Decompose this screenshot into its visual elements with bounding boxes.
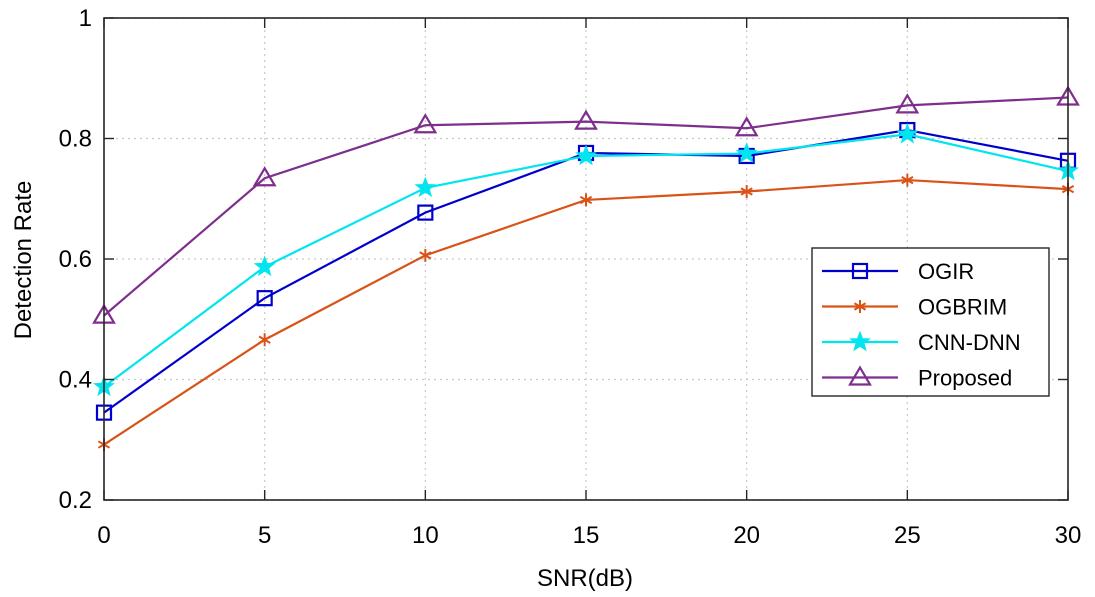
asterisk-stroke <box>419 251 432 260</box>
data-point-proposed <box>734 116 759 137</box>
tick-labels: 0 5 10 15 20 25 30 0.2 0.4 0.6 0.8 1 <box>59 5 1082 549</box>
legend: OGIR OGBRIM CNN-DNN Proposed <box>811 247 1050 397</box>
asterisk-stroke <box>258 335 271 344</box>
y-tick-label: 1 <box>79 5 92 32</box>
data-point-proposed <box>413 113 438 134</box>
series-group <box>92 85 1080 452</box>
asterisk-stroke <box>901 175 914 185</box>
y-tick-label: 0.6 <box>59 246 92 273</box>
data-point-proposed <box>895 93 920 114</box>
legend-entry-ogbrim: OGBRIM <box>822 295 1007 320</box>
x-tick-label: 0 <box>97 522 110 549</box>
x-axis-label: SNR(dB) <box>537 565 633 592</box>
legend-box <box>811 247 1050 397</box>
x-tick-label: 5 <box>258 522 271 549</box>
legend-entry-ogir: OGIR <box>822 259 974 284</box>
data-point-ogir <box>256 290 273 307</box>
y-axis-label: Detection Rate <box>10 181 37 340</box>
data-point-ogbrim <box>419 248 432 262</box>
x-tick-label: 15 <box>573 522 600 549</box>
y-tick-label: 0.8 <box>59 126 92 153</box>
data-point-ogbrim <box>740 185 753 199</box>
legend-label: OGBRIM <box>918 295 1007 320</box>
series-proposed <box>92 85 1080 324</box>
data-point-ogir <box>417 204 434 221</box>
data-point-cnn-dnn <box>896 122 919 144</box>
data-point-cnn-dnn <box>575 144 597 166</box>
asterisk-stroke <box>579 195 593 205</box>
data-point-cnn-dnn <box>253 255 276 277</box>
x-tick-label: 10 <box>412 522 439 549</box>
data-point-cnn-dnn <box>414 176 437 198</box>
legend-entry-proposed: Proposed <box>822 365 1012 391</box>
data-point-ogbrim <box>901 173 914 187</box>
series-line-proposed <box>103 96 1069 317</box>
y-tick-label: 0.4 <box>59 367 92 394</box>
asterisk-stroke <box>740 187 753 196</box>
legend-label: Proposed <box>918 366 1012 391</box>
data-point-proposed <box>574 109 598 130</box>
x-tick-label: 25 <box>894 522 921 549</box>
legend-marker <box>853 300 867 313</box>
legend-entry-cnn-dnn: CNN-DNN <box>822 330 1021 355</box>
data-point-cnn-dnn <box>735 142 758 163</box>
data-point-ogbrim <box>258 333 271 347</box>
legend-marker <box>848 365 872 386</box>
data-point-ogbrim <box>579 193 593 207</box>
legend-label: CNN-DNN <box>918 330 1021 355</box>
legend-marker <box>849 330 871 352</box>
legend-marker <box>851 262 869 280</box>
data-point-proposed <box>252 166 277 187</box>
legend-label: OGIR <box>918 259 974 284</box>
y-tick-label: 0.2 <box>59 487 92 514</box>
x-tick-label: 20 <box>733 522 760 549</box>
axis-ticks <box>103 17 1069 501</box>
x-tick-label: 30 <box>1055 522 1082 549</box>
asterisk-stroke <box>853 302 867 311</box>
series-cnn-dnn <box>93 122 1079 396</box>
